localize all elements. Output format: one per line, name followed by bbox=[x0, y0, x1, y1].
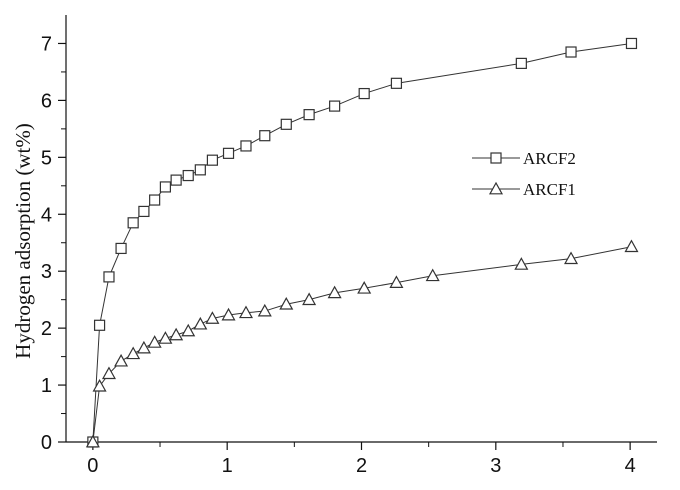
y-tick-label: 5 bbox=[41, 147, 52, 169]
data-point bbox=[101, 366, 117, 380]
data-point bbox=[564, 251, 579, 265]
data-point bbox=[159, 181, 171, 193]
data-point bbox=[93, 319, 106, 331]
data-point bbox=[182, 169, 194, 182]
data-point bbox=[238, 305, 254, 319]
data-point bbox=[624, 239, 639, 253]
data-point bbox=[389, 275, 404, 288]
y-tick-label: 4 bbox=[41, 204, 52, 226]
legend: ARCF2 ARCF1 bbox=[472, 149, 576, 199]
data-point bbox=[181, 323, 196, 337]
data-point bbox=[149, 194, 161, 206]
y-tick-label: 3 bbox=[41, 261, 52, 283]
plot-frame bbox=[65, 15, 657, 443]
data-point bbox=[194, 164, 206, 176]
data-point bbox=[490, 152, 502, 164]
data-point bbox=[193, 316, 208, 330]
data-point bbox=[240, 140, 252, 152]
series-arcf1 bbox=[85, 239, 639, 448]
y-tick-label: 0 bbox=[41, 432, 52, 454]
data-point bbox=[257, 303, 272, 317]
data-point bbox=[221, 307, 236, 321]
data-point bbox=[357, 281, 372, 294]
data-point bbox=[279, 296, 294, 310]
data-point bbox=[136, 340, 151, 354]
data-point bbox=[280, 118, 292, 130]
data-point bbox=[147, 335, 162, 348]
legend-label: ARCF2 bbox=[523, 149, 576, 168]
data-point bbox=[92, 378, 107, 392]
legend-item-arcf1: ARCF1 bbox=[472, 180, 576, 199]
y-axis-title: Hydrogen adsorption (wt%) bbox=[11, 123, 35, 359]
series-line bbox=[92, 42, 632, 443]
x-tick-label: 1 bbox=[222, 455, 233, 477]
data-point bbox=[158, 331, 173, 344]
data-point bbox=[390, 77, 403, 89]
data-point bbox=[138, 205, 150, 218]
y-tick-label: 2 bbox=[41, 318, 52, 340]
data-point bbox=[515, 57, 527, 69]
data-point bbox=[488, 181, 504, 195]
x-tick-label: 0 bbox=[87, 455, 98, 477]
data-point bbox=[127, 217, 139, 229]
series-arcf2 bbox=[87, 37, 638, 448]
data-point bbox=[358, 87, 370, 100]
series-line bbox=[92, 246, 632, 443]
data-point bbox=[169, 327, 184, 341]
data-point bbox=[115, 242, 127, 255]
data-point bbox=[565, 46, 577, 58]
data-point bbox=[259, 130, 271, 142]
data-point bbox=[222, 147, 235, 159]
data-point bbox=[205, 311, 220, 324]
y-tick-label: 1 bbox=[41, 375, 52, 397]
series-layer bbox=[85, 37, 639, 448]
data-point bbox=[625, 37, 638, 50]
data-point bbox=[114, 353, 129, 367]
data-point bbox=[327, 285, 342, 299]
x-tick-label: 2 bbox=[356, 455, 367, 477]
data-point bbox=[303, 109, 315, 121]
axis-ticks: 0 1 2 3 4 0 1 2 3 4 5 6 7 bbox=[41, 33, 636, 477]
data-point bbox=[170, 174, 182, 186]
data-point bbox=[126, 346, 141, 360]
data-point bbox=[302, 292, 317, 306]
legend-item-arcf2: ARCF2 bbox=[472, 149, 576, 168]
data-point bbox=[85, 434, 100, 448]
data-point bbox=[514, 257, 529, 270]
data-point bbox=[329, 100, 341, 112]
y-tick-label: 6 bbox=[41, 90, 52, 112]
y-tick-label: 7 bbox=[41, 33, 52, 55]
data-point bbox=[425, 268, 440, 282]
data-point bbox=[206, 154, 219, 166]
x-tick-label: 4 bbox=[625, 455, 636, 477]
data-point bbox=[103, 271, 115, 283]
legend-label: ARCF1 bbox=[523, 180, 576, 199]
x-tick-label: 3 bbox=[490, 455, 501, 477]
